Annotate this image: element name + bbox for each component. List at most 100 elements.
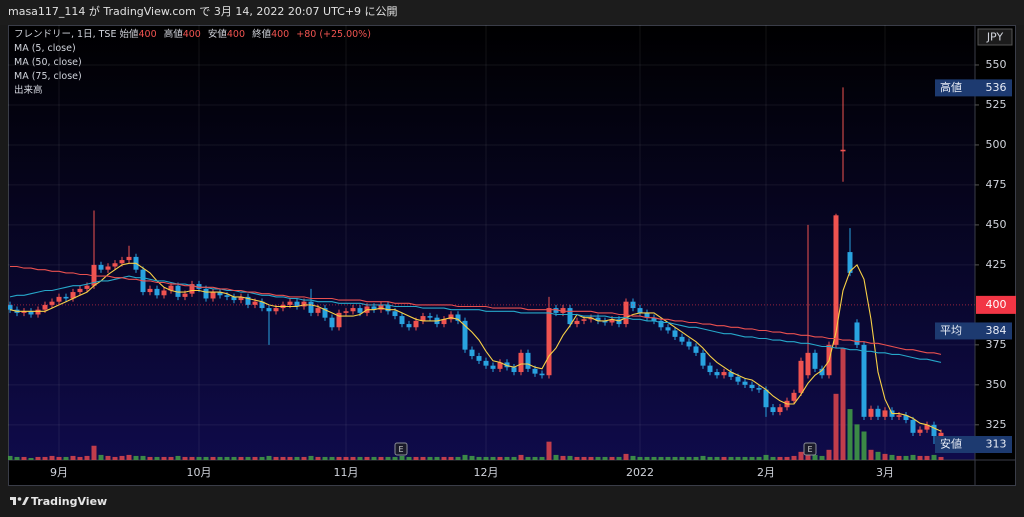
candle-body [273,308,279,312]
volume-bar [322,456,328,460]
volume-bar [252,456,258,460]
candle-body [532,368,538,374]
candle-body [728,372,734,377]
volume-bar [399,455,405,460]
volume-bar [875,451,881,460]
symbol: フレンドリー, 1日, TSE [14,29,117,40]
candle-body [581,319,587,321]
volume-bar [889,454,895,460]
candle-body [931,424,937,437]
candle-body [91,264,97,286]
candle-body [427,316,433,318]
candle-body [637,308,643,313]
earnings-marker-box[interactable] [394,442,408,456]
candle-body [224,295,230,297]
volume-bar [84,455,90,460]
legend-item[interactable]: MA (5, close) [14,43,76,54]
volume-bar [686,456,692,460]
volume-bar [840,348,846,460]
candle-body [924,424,930,430]
volume-bar [714,456,720,460]
price-label-value: 384 [986,324,1007,337]
legend-item[interactable]: 出来高 [14,85,43,96]
candle-body [497,362,503,369]
volume-bar [259,456,265,460]
candle-body [938,432,944,437]
volume-bar [203,456,209,460]
volume-bar [77,456,83,460]
candle-body [371,306,377,310]
ma-line [9,262,942,432]
volume-bar [448,456,454,460]
x-tick-label: 2月 [757,466,775,479]
candle-body [735,376,741,382]
ohlc-label: 高値 [163,29,183,40]
change: +80 (+25.00%) [296,29,371,40]
candle-body [882,410,888,417]
legend-item[interactable]: MA (50, close) [14,57,82,68]
volume-bar [700,455,706,460]
volume-bar [903,455,909,460]
candle-body [378,304,384,310]
volume-bar [462,454,468,460]
volume-bar [196,456,202,460]
candle-body [350,308,356,312]
publish-info: masa117_114 が TradingView.com で 3月 14, 2… [8,4,398,18]
currency-box [977,28,1013,46]
candle-body [217,292,223,296]
volume-bar [735,456,741,460]
volume-bar [434,456,440,460]
earnings-marker[interactable]: E [398,445,403,454]
time-axis [8,460,1016,485]
volume-bar [784,456,790,460]
candle-body [294,301,300,307]
volume-bar [308,455,314,460]
candle-body [441,319,447,325]
price-label-value: 313 [986,438,1007,451]
candle-body [385,304,391,312]
candle-body [875,408,881,417]
ohlc-value: 400 [138,29,157,40]
volume-bar [931,454,937,460]
candle-body [798,360,804,393]
volume-bar [273,456,279,460]
volume-bar [518,454,524,460]
candle-body [756,388,762,390]
volume-bar [665,456,671,460]
volume-bar [385,456,391,460]
candle-body [504,362,510,368]
candle-body [595,317,601,321]
volume-bar [938,456,944,460]
candle-body [847,252,853,273]
volume-bar [770,456,776,460]
volume-bar [70,455,76,460]
candle-body [511,367,517,373]
earnings-marker[interactable]: E [807,445,812,454]
volume-bar [238,456,244,460]
candle-body [910,420,916,433]
candle-body [770,407,776,413]
ohlc-value: 400 [182,29,201,40]
candle-body [392,311,398,317]
volume-bar [329,456,335,460]
volume-bar [378,456,384,460]
volume-bar [357,456,363,460]
ohlc-value: 400 [226,29,246,40]
candle-body [483,360,489,366]
volume-bar [812,454,818,460]
volume-bar [882,453,888,460]
volume-bar [721,456,727,460]
candle-body [679,336,685,342]
ohlc-label: 始値 [119,29,139,40]
volume-bar [210,456,216,460]
volume-bar [154,456,160,460]
candle-body [861,344,867,417]
earnings-marker-box[interactable] [803,442,817,456]
brand-logo [10,497,29,505]
legend-item[interactable]: MA (75, close) [14,71,82,82]
volume-bar [35,456,41,460]
candle-body [651,317,657,321]
candle-body [567,308,573,325]
candle-body [693,346,699,353]
